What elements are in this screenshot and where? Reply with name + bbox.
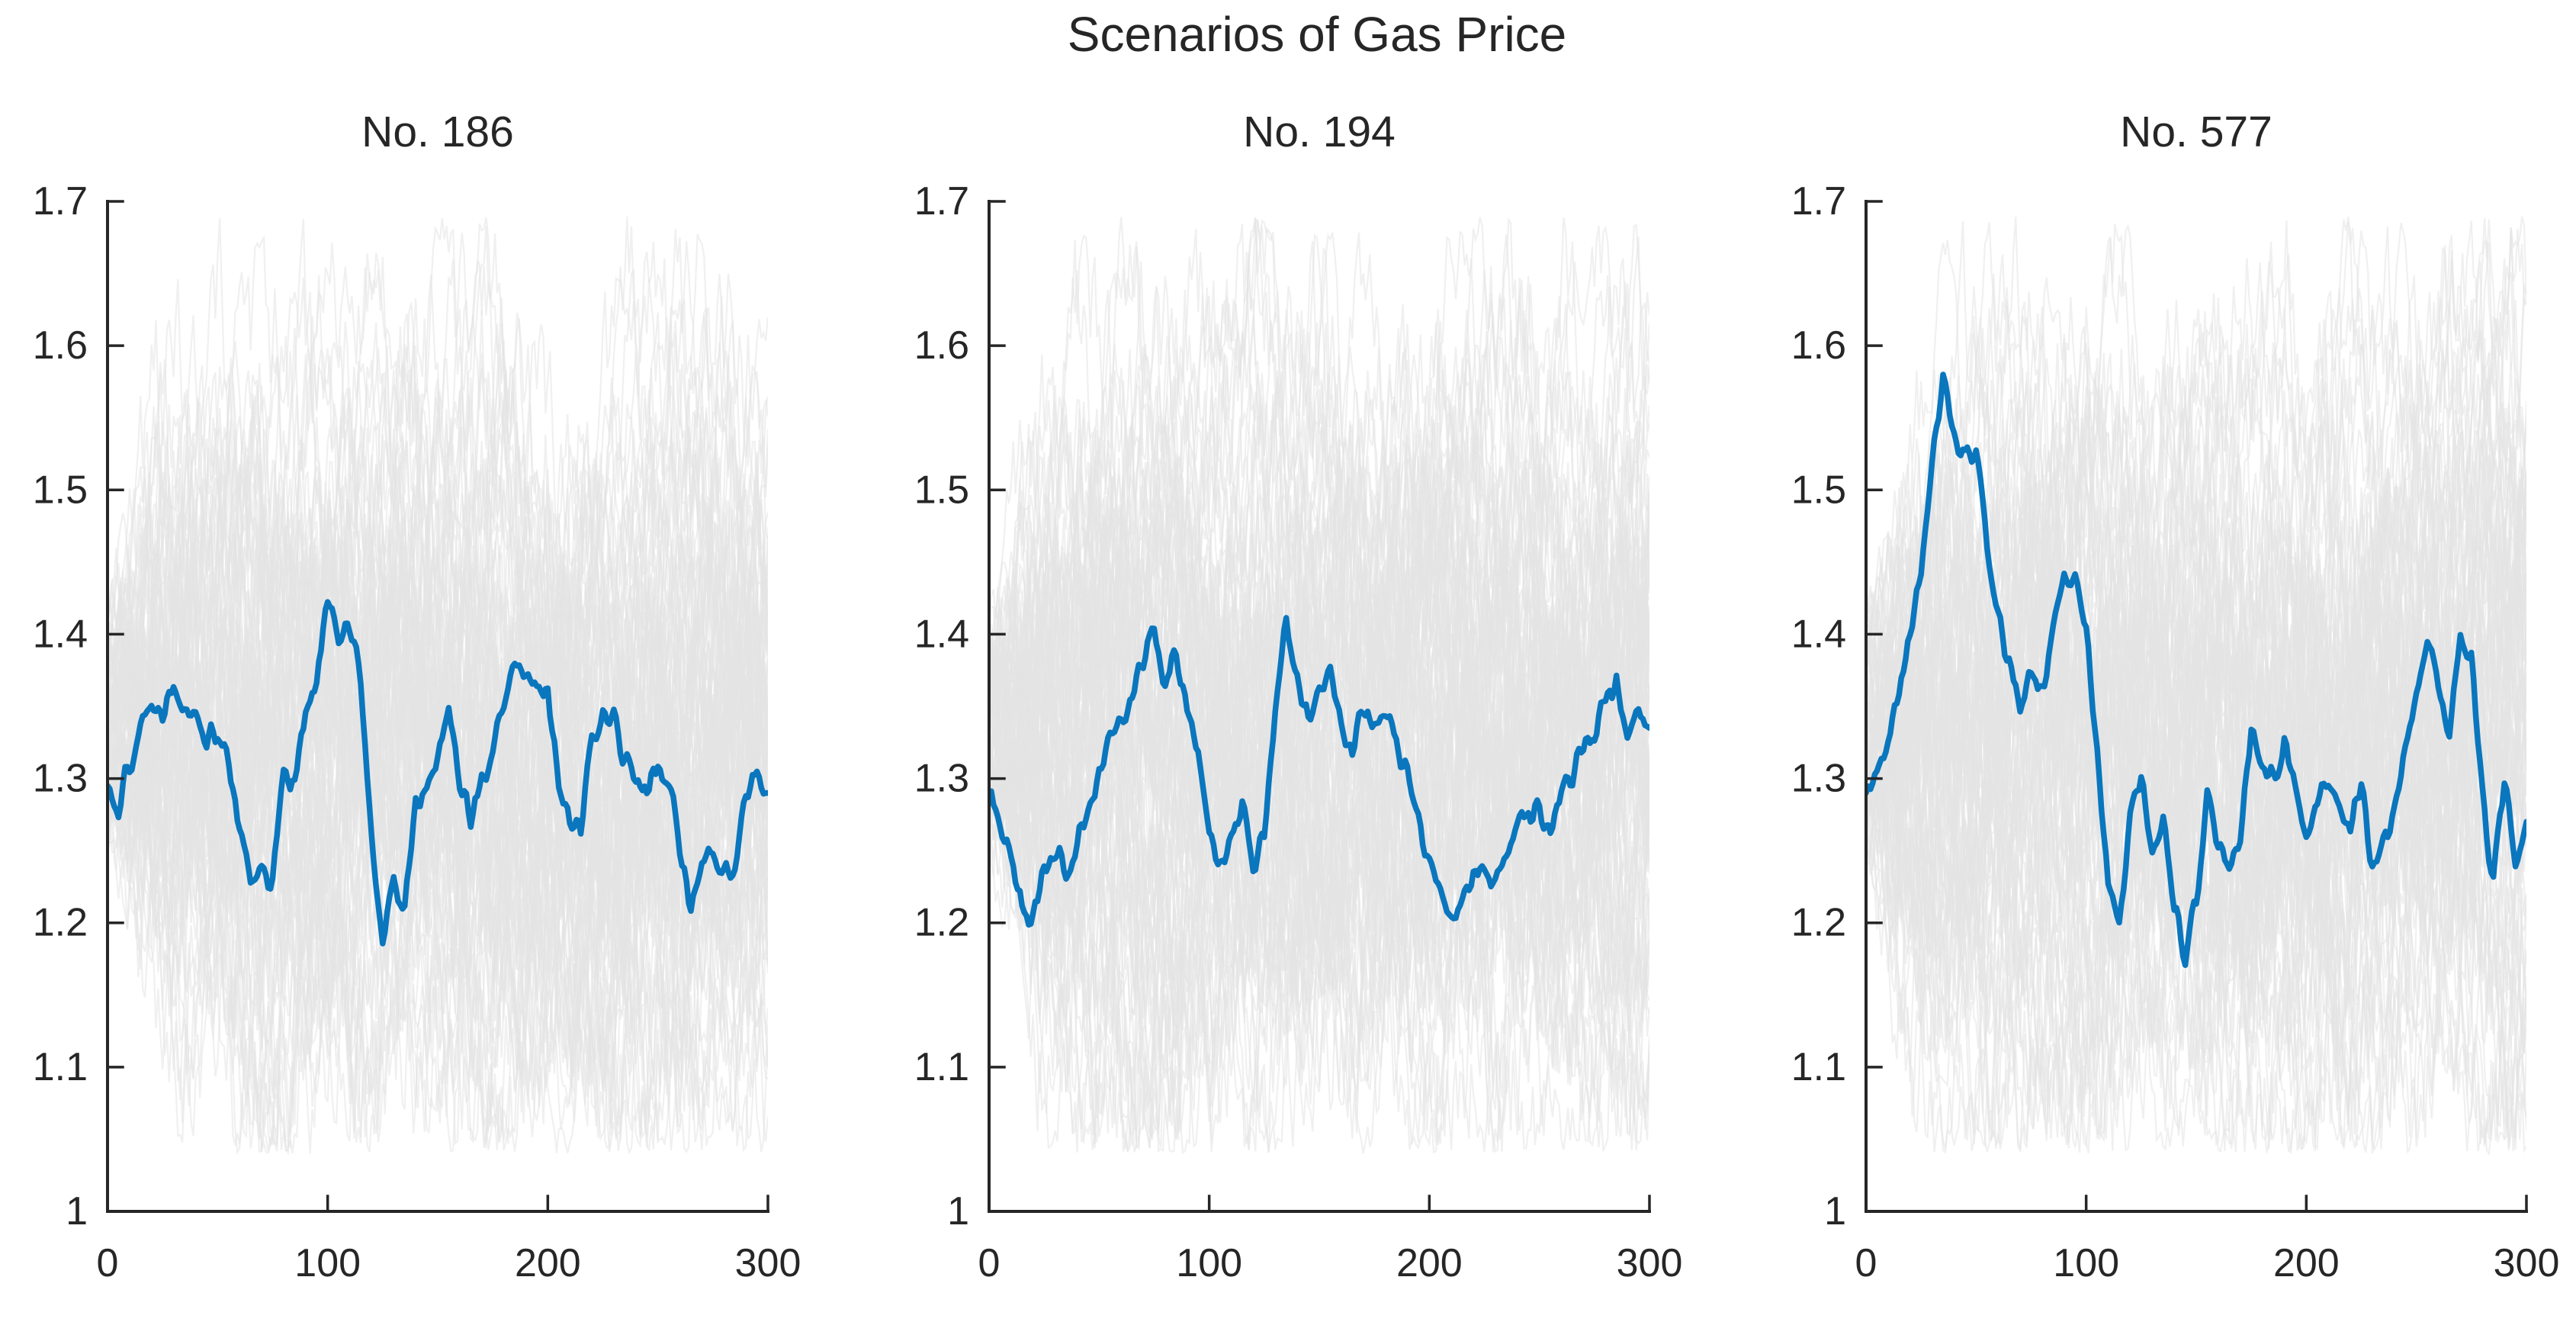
y-tick-label: 1.7 — [33, 179, 88, 224]
tick-labels: 1 1.1 1.2 1.3 1.4 1.5 1.6 1.7 0 100 200 300 — [1791, 179, 2560, 1285]
y-tick-label: 1 — [947, 1189, 969, 1234]
chart-panel-3: 1 1.1 1.2 1.3 1.4 1.5 1.6 1.7 0 100 200 300 — [1791, 179, 2560, 1285]
y-tick-label: 1.5 — [1791, 468, 1846, 512]
y-tick-label: 1.2 — [914, 901, 969, 945]
x-tick-label: 0 — [1855, 1241, 1877, 1285]
x-tick-label: 0 — [97, 1241, 119, 1285]
ensemble-lines — [1866, 216, 2526, 1156]
y-tick-label: 1.3 — [1791, 757, 1846, 801]
ensemble-lines — [989, 217, 1649, 1154]
x-tick-label: 300 — [735, 1241, 801, 1285]
chart-panel-2: 1 1.1 1.2 1.3 1.4 1.5 1.6 1.7 0 100 200 300 — [914, 179, 1683, 1285]
y-tick-label: 1.7 — [914, 179, 969, 224]
y-tick-label: 1 — [1824, 1189, 1846, 1234]
y-tick-label: 1 — [66, 1189, 88, 1234]
x-tick-label: 300 — [1617, 1241, 1683, 1285]
y-tick-label: 1.7 — [1791, 179, 1846, 224]
y-tick-label: 1.1 — [33, 1045, 88, 1089]
tick-labels: 1 1.1 1.2 1.3 1.4 1.5 1.6 1.7 0 100 200 300 — [33, 179, 801, 1285]
tick-labels: 1 1.1 1.2 1.3 1.4 1.5 1.6 1.7 0 100 200 300 — [914, 179, 1683, 1285]
y-tick-label: 1.4 — [1791, 612, 1846, 656]
chart-panel-1: 1 1.1 1.2 1.3 1.4 1.5 1.6 1.7 0 100 200 300 — [33, 179, 801, 1285]
y-tick-label: 1.6 — [33, 323, 88, 368]
subplot-title-1: No. 186 — [361, 108, 514, 156]
axes — [106, 200, 769, 1213]
x-tick-label: 300 — [2494, 1241, 2560, 1285]
highlight-line — [1866, 372, 2526, 968]
y-tick-label: 1.4 — [33, 612, 88, 656]
y-tick-label: 1.6 — [914, 323, 969, 368]
ensemble-lines — [108, 216, 768, 1156]
y-tick-label: 1.2 — [33, 901, 88, 945]
y-tick-label: 1.5 — [33, 468, 88, 512]
x-tick-label: 100 — [294, 1241, 361, 1285]
subplot-title-2: No. 194 — [1243, 108, 1396, 156]
y-tick-label: 1.1 — [1791, 1045, 1846, 1089]
figure-title: Scenarios of Gas Price — [1067, 7, 1567, 62]
x-tick-label: 200 — [1396, 1241, 1463, 1285]
y-tick-label: 1.1 — [914, 1045, 969, 1089]
y-tick-label: 1.6 — [1791, 323, 1846, 368]
y-tick-label: 1.4 — [914, 612, 969, 656]
y-tick-label: 1.2 — [1791, 901, 1846, 945]
y-tick-label: 1.3 — [914, 757, 969, 801]
x-tick-label: 200 — [515, 1241, 581, 1285]
x-tick-label: 200 — [2273, 1241, 2340, 1285]
x-tick-label: 0 — [978, 1241, 1001, 1285]
highlight-line — [108, 599, 768, 947]
x-tick-label: 100 — [2053, 1241, 2119, 1285]
axes — [1865, 200, 2528, 1213]
subplot-title-3: No. 577 — [2120, 108, 2272, 156]
highlight-line — [989, 615, 1649, 928]
axes — [988, 200, 1651, 1213]
x-tick-label: 100 — [1176, 1241, 1242, 1285]
y-tick-label: 1.3 — [33, 757, 88, 801]
y-tick-label: 1.5 — [914, 468, 969, 512]
